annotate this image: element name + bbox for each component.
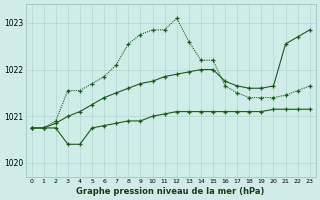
X-axis label: Graphe pression niveau de la mer (hPa): Graphe pression niveau de la mer (hPa)	[76, 187, 265, 196]
